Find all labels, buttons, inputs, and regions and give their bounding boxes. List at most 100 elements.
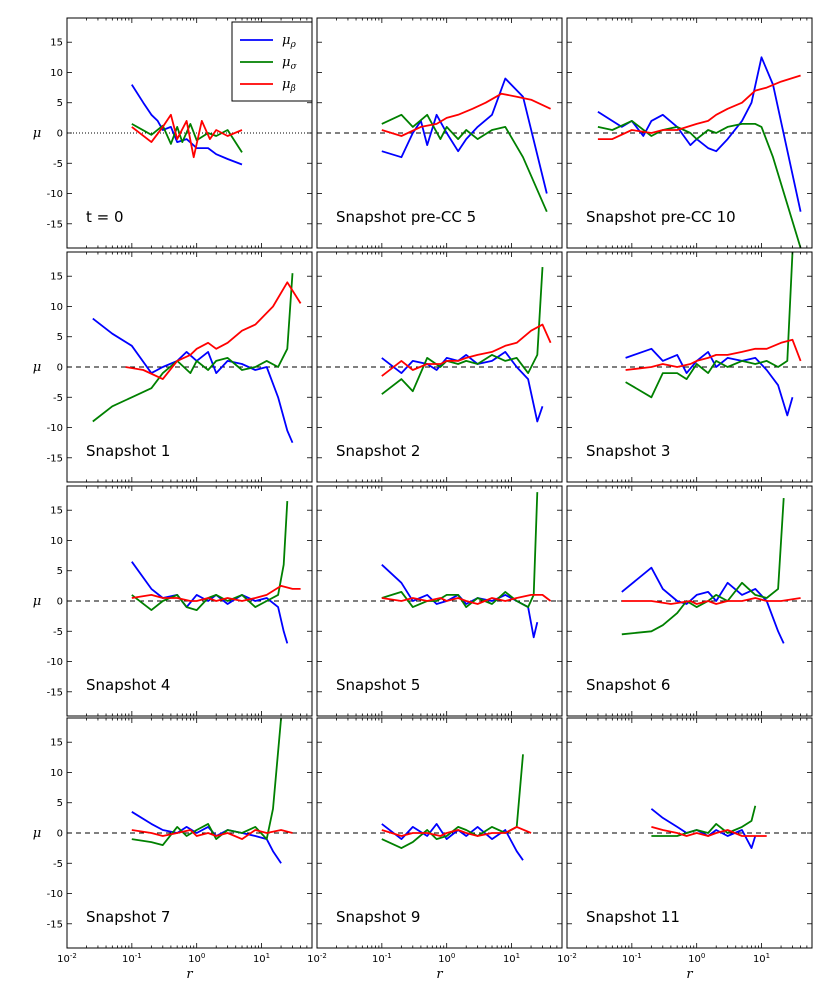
panel-label: Snapshot 11 xyxy=(586,908,680,926)
x-axis-label: r xyxy=(186,967,193,982)
panel-label: Snapshot 1 xyxy=(86,442,170,460)
panel-label: Snapshot 4 xyxy=(86,676,170,694)
x-tick-label: 100 xyxy=(438,952,455,965)
mu-beta-line xyxy=(381,323,552,377)
mu-beta-line xyxy=(125,281,302,381)
panel-label: Snapshot 9 xyxy=(336,908,420,926)
panel-6: Snapshot 3 xyxy=(566,251,813,483)
panel-label: Snapshot 7 xyxy=(86,908,170,926)
mu-sigma-line xyxy=(381,492,539,608)
mu-beta-line xyxy=(131,585,301,602)
mu-beta-line xyxy=(381,826,532,837)
x-axis-label: r xyxy=(436,967,443,982)
mu-sigma-line xyxy=(131,123,243,153)
mu-beta-line xyxy=(131,113,243,159)
x-tick-label: 10-1 xyxy=(622,952,642,965)
mu-rho-line xyxy=(131,84,243,166)
panel-1: 15 10 5 0 -5 -10 -15 μ t = 0 xyxy=(33,17,313,249)
y-axis-label: μ xyxy=(33,826,41,841)
panel-label: Snapshot 5 xyxy=(336,676,420,694)
y-tick-label: -5 xyxy=(53,859,63,870)
y-tick-label: -10 xyxy=(47,889,63,900)
mu-rho-line xyxy=(381,350,544,423)
panel-2: Snapshot pre-CC 5 xyxy=(316,17,563,249)
mu-rho-line xyxy=(621,566,785,644)
y-tick-label: 10 xyxy=(50,768,63,779)
y-tick-label: -15 xyxy=(47,219,63,230)
x-tick-label: 101 xyxy=(253,952,270,965)
y-tick-label: 10 xyxy=(50,68,63,79)
panel-label: Snapshot pre-CC 5 xyxy=(336,208,476,226)
panel-5: Snapshot 2 xyxy=(316,251,563,483)
mu-rho-line xyxy=(597,56,802,212)
mu-sigma-line xyxy=(92,273,294,423)
x-tick-label: 10-1 xyxy=(372,952,392,965)
panel-3: Snapshot pre-CC 10 xyxy=(566,17,813,249)
x-tick-label: 10-2 xyxy=(57,952,77,965)
panel-11: 10-2 10-1 100 101 r Snapshot 9 xyxy=(307,717,563,982)
legend-label: μρ xyxy=(282,33,296,50)
panel-4: 15 10 5 0 -5 -10 -15 μ Snapshot 1 xyxy=(33,251,313,483)
y-tick-label: -15 xyxy=(47,453,63,464)
mu-rho-line xyxy=(131,811,282,864)
mu-sigma-line xyxy=(381,267,544,395)
y-tick-label: -15 xyxy=(47,919,63,930)
y-tick-label: 5 xyxy=(57,98,63,109)
mu-sigma-line xyxy=(597,120,802,248)
panel-9: Snapshot 6 xyxy=(566,485,813,717)
mu-sigma-line xyxy=(621,498,785,636)
mu-sigma-line xyxy=(651,805,757,837)
mu-sigma-line xyxy=(381,113,548,213)
y-tick-label: 15 xyxy=(50,506,63,517)
mu-beta-line xyxy=(131,829,293,840)
mu-rho-line xyxy=(625,347,794,417)
x-axis-label: r xyxy=(686,967,693,982)
mu-rho-line xyxy=(381,77,548,194)
x-tick-label: 10-1 xyxy=(122,952,142,965)
mu-sigma-line xyxy=(131,718,282,846)
legend-label: μσ xyxy=(282,55,297,72)
mu-beta-line xyxy=(625,338,802,371)
mu-sigma-line xyxy=(131,501,289,611)
y-tick-label: -5 xyxy=(53,627,63,638)
panel-10: 15 10 5 0 -5 -10 -15 μ 10-2 10-1 100 101 r Snapshot 7 xyxy=(33,717,313,982)
y-tick-label: -5 xyxy=(53,159,63,170)
y-tick-label: 15 xyxy=(50,272,63,283)
mu-beta-line xyxy=(381,92,551,137)
y-tick-label: 5 xyxy=(57,566,63,577)
panel-label: t = 0 xyxy=(86,208,124,226)
x-tick-label: 100 xyxy=(188,952,205,965)
y-tick-label: 0 xyxy=(57,829,63,840)
mu-beta-line xyxy=(597,74,801,141)
mu-rho-line xyxy=(381,823,524,861)
panel-label: Snapshot 6 xyxy=(586,676,670,694)
panel-label: Snapshot 2 xyxy=(336,442,420,460)
y-tick-label: 5 xyxy=(57,332,63,343)
x-tick-label: 101 xyxy=(753,952,770,965)
y-tick-label: -10 xyxy=(47,657,63,668)
legend-label: μβ xyxy=(282,77,296,94)
x-tick-label: 10-2 xyxy=(557,952,577,965)
y-tick-label: 0 xyxy=(57,597,63,608)
y-tick-label: 5 xyxy=(57,798,63,809)
mu-sigma-line xyxy=(625,252,794,399)
x-tick-label: 101 xyxy=(503,952,520,965)
mu-rho-line xyxy=(381,564,539,639)
panel-7: 15 10 5 0 -5 -10 -15 μ Snapshot 4 xyxy=(33,485,313,717)
y-tick-label: -15 xyxy=(47,687,63,698)
y-axis-label: μ xyxy=(33,126,41,141)
y-tick-label: -5 xyxy=(53,393,63,404)
y-tick-label: -10 xyxy=(47,423,63,434)
panel-12: 10-2 10-1 100 101 r Snapshot 11 xyxy=(557,717,813,982)
mu-beta-line xyxy=(621,597,801,605)
y-tick-label: 0 xyxy=(57,129,63,140)
y-tick-label: 0 xyxy=(57,363,63,374)
y-tick-label: 15 xyxy=(50,38,63,49)
y-axis-label: μ xyxy=(33,360,41,375)
mu-beta-line xyxy=(651,826,767,837)
panel-label: Snapshot 3 xyxy=(586,442,670,460)
y-axis-label: μ xyxy=(33,594,41,609)
panel-8: Snapshot 5 xyxy=(316,485,563,717)
mu-beta-line xyxy=(381,594,552,605)
